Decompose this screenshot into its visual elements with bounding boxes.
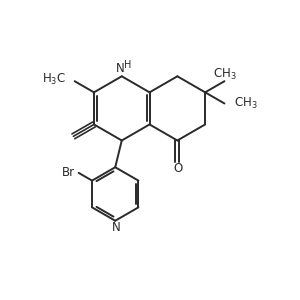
Text: CH$_3$: CH$_3$ [213, 67, 237, 82]
Text: N: N [111, 221, 120, 234]
Text: N: N [116, 62, 125, 75]
Text: H$_3$C: H$_3$C [42, 72, 66, 87]
Text: Br: Br [62, 166, 75, 179]
Text: O: O [173, 162, 183, 175]
Text: H: H [124, 60, 131, 70]
Text: CH$_3$: CH$_3$ [234, 96, 258, 111]
